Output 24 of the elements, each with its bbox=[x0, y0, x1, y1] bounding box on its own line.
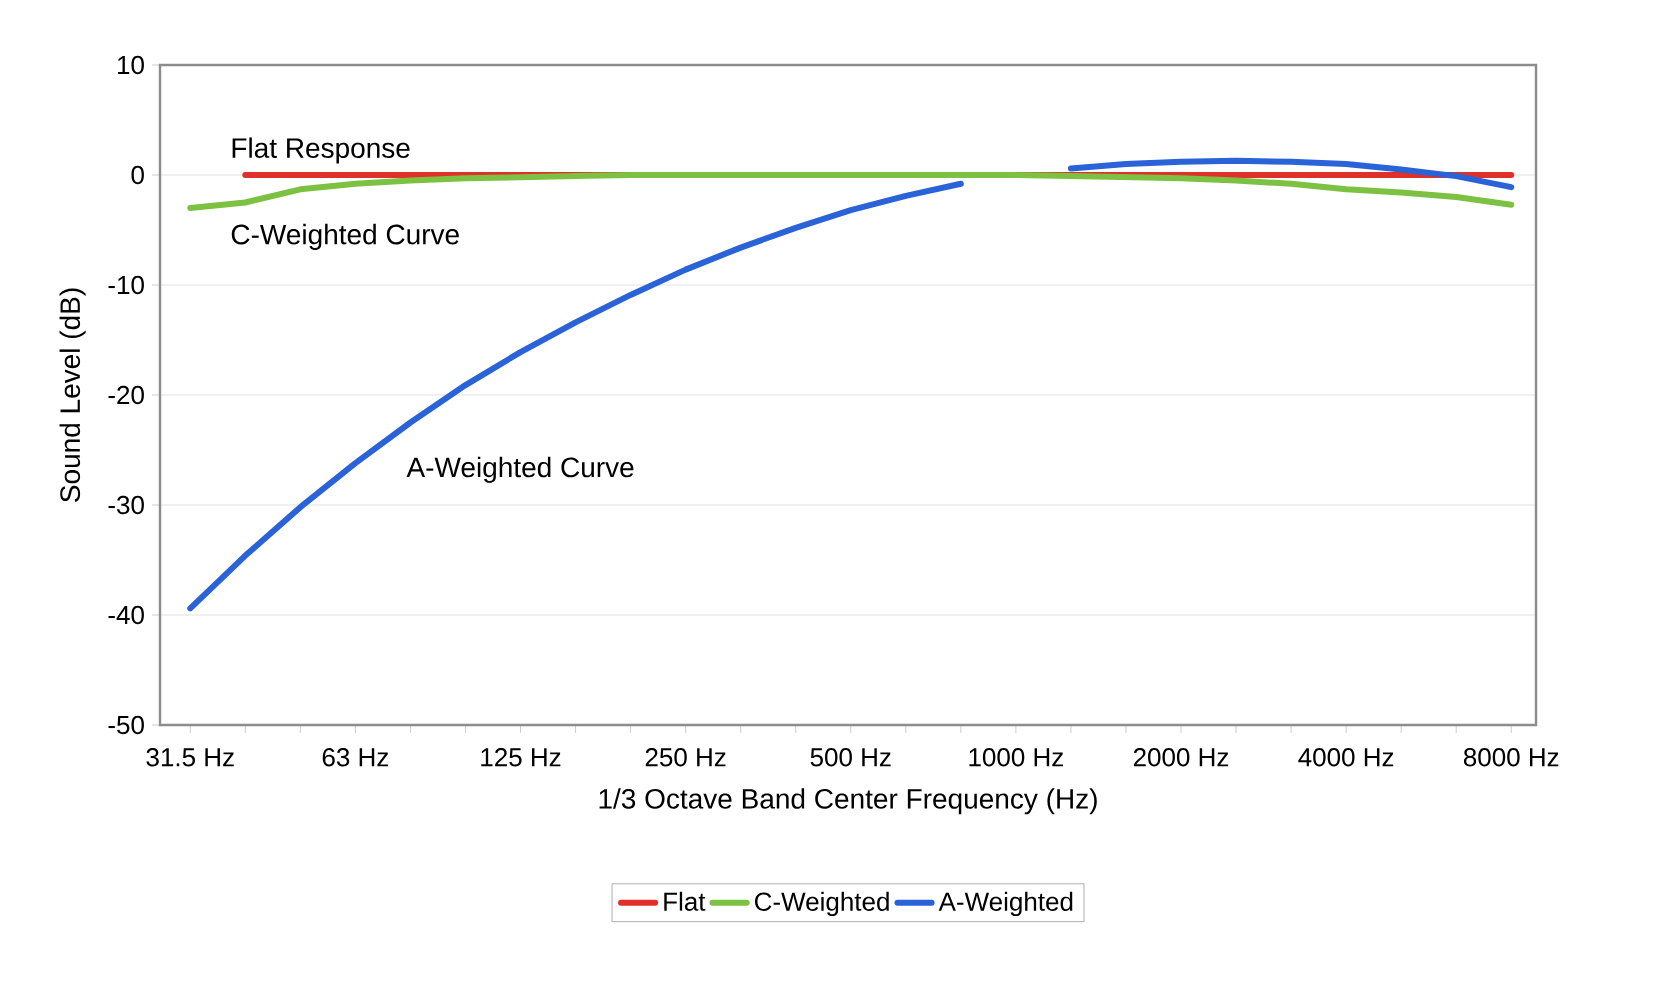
x-tick-label: 2000 Hz bbox=[1133, 748, 1229, 767]
legend-label: Flat bbox=[664, 891, 706, 911]
annotation: A-Weighted Curve bbox=[406, 456, 634, 483]
legend-label: A-Weighted bbox=[938, 891, 1073, 917]
y-tick-label: 10 bbox=[117, 55, 144, 75]
x-tick-label: 250 Hz bbox=[645, 748, 726, 767]
y-tick-label: -20 bbox=[108, 385, 144, 405]
x-tick-label: 500 Hz bbox=[810, 748, 891, 767]
y-tick-label: 0 bbox=[131, 165, 144, 185]
y-tick-label: -40 bbox=[108, 605, 144, 625]
x-axis-title: 1/3 Octave Band Center Frequency (Hz) bbox=[599, 788, 1097, 815]
annotation: C-Weighted Curve bbox=[231, 223, 459, 250]
y-axis-title: Sound Level (dB) bbox=[59, 288, 86, 502]
y-tick-label: -30 bbox=[108, 495, 144, 515]
x-tick-label: 1000 Hz bbox=[969, 748, 1063, 767]
y-tick-label: -50 bbox=[108, 715, 144, 735]
x-tick-label: 31.5 Hz bbox=[146, 748, 234, 767]
y-tick-label: -10 bbox=[108, 275, 144, 295]
legend-label: C-Weighted bbox=[754, 891, 889, 917]
x-tick-label: 125 Hz bbox=[481, 748, 561, 767]
x-tick-label: 8000 Hz bbox=[1463, 748, 1559, 767]
x-tick-label: 63 Hz bbox=[322, 748, 389, 767]
x-tick-label: 4000 Hz bbox=[1298, 748, 1394, 767]
annotation: Flat Response bbox=[232, 137, 410, 164]
